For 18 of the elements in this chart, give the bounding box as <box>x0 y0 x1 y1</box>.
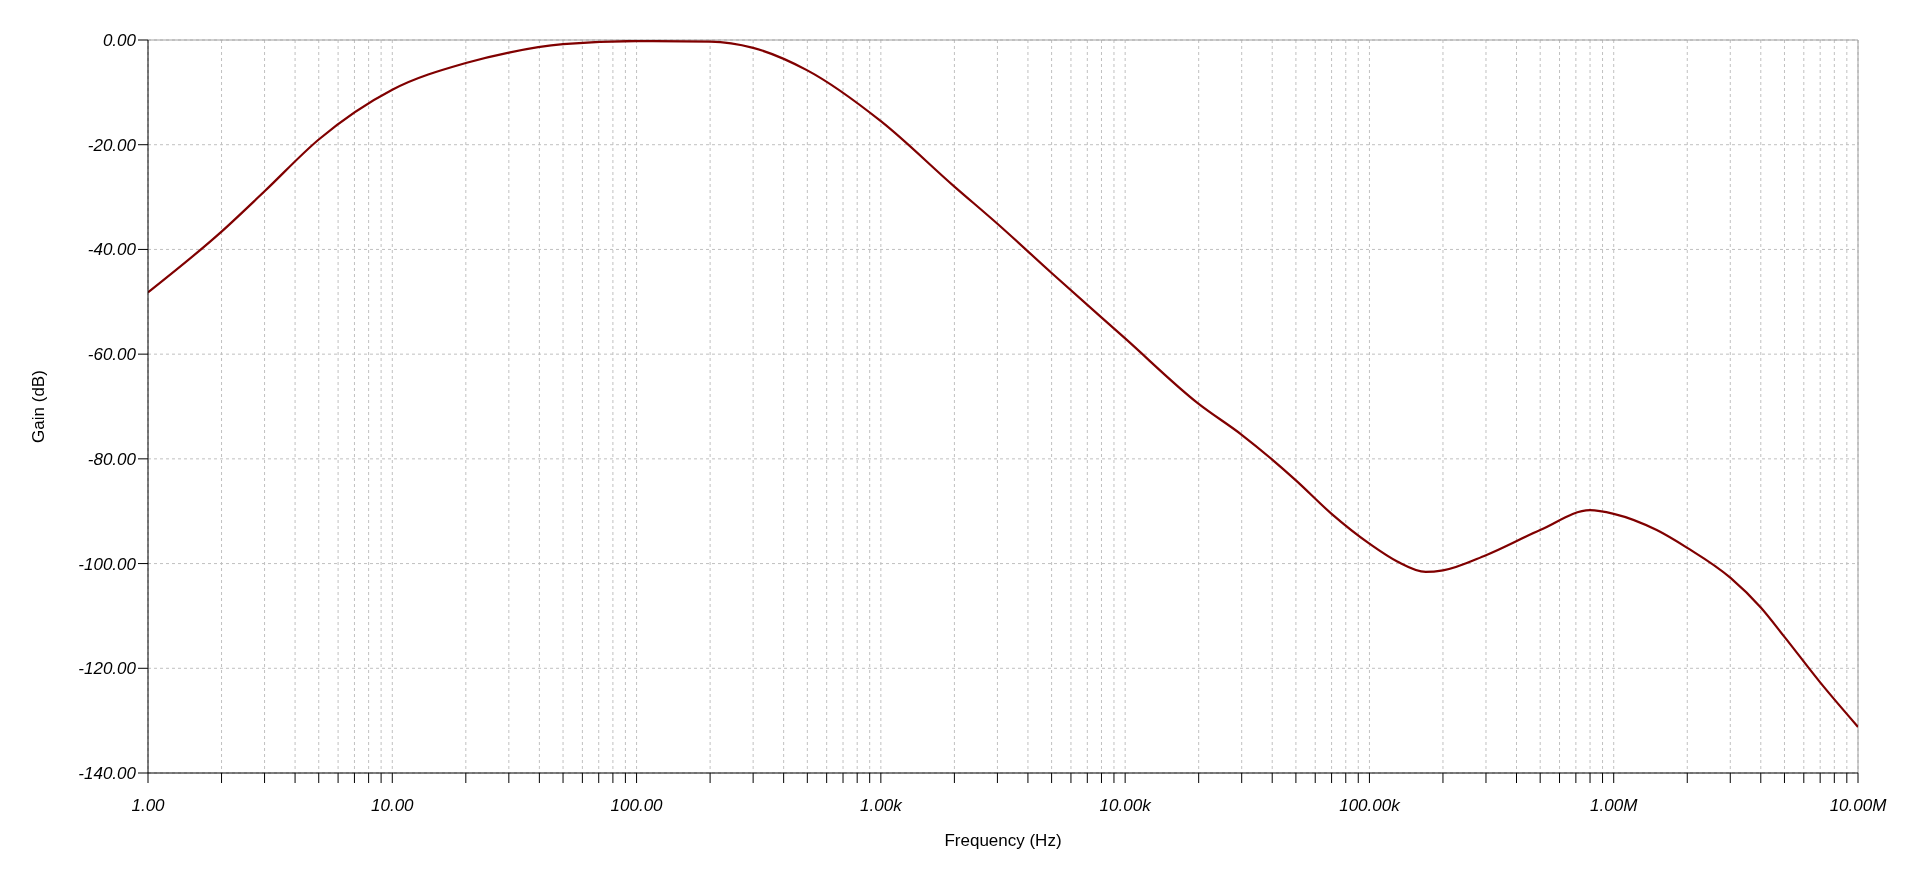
x-tick-label: 10.00 <box>371 796 415 816</box>
y-tick-label: -120.00 <box>78 659 137 679</box>
y-tick-label: -40.00 <box>87 240 137 260</box>
x-axis-title: Frequency (Hz) <box>944 831 1062 850</box>
x-tick-label: 100.00 <box>610 796 664 816</box>
y-axis-title: Gain (dB) <box>29 370 49 443</box>
x-tick-label: 1.00M <box>1590 796 1639 816</box>
y-tick-label: -140.00 <box>78 764 137 784</box>
y-tick-label: 0.00 <box>102 31 137 51</box>
y-tick-label: -20.00 <box>87 135 137 155</box>
x-tick-label: 1.00k <box>860 796 904 816</box>
x-tick-label: 100.00k <box>1339 796 1402 816</box>
y-tick-label: -100.00 <box>78 554 137 574</box>
x-tick-label: 1.00 <box>131 796 166 816</box>
y-tick-label: -80.00 <box>87 449 137 469</box>
x-tick-label: 10.00k <box>1099 796 1153 816</box>
x-tick-label: 10.00M <box>1829 796 1888 816</box>
y-tick-label: -60.00 <box>87 345 137 365</box>
